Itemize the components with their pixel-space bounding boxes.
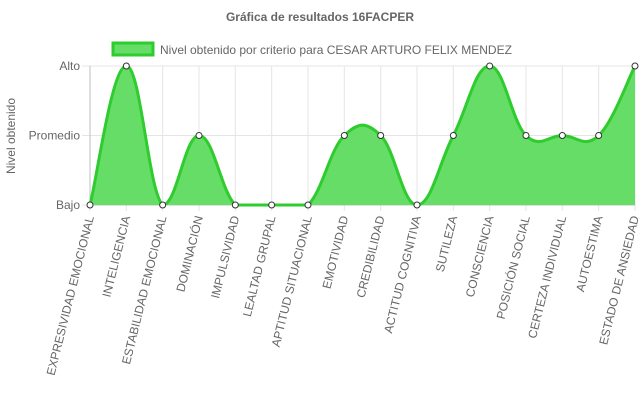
x-tick-label: EMOTIVIDAD: [320, 214, 352, 290]
x-tick-label: INTELIGENCIA: [99, 214, 133, 298]
y-tick-label: Promedio: [29, 129, 81, 143]
x-tick-label: ACTITUD COGNITIVA: [381, 214, 424, 334]
y-tick-label: Alto: [59, 59, 80, 73]
data-point[interactable]: [159, 201, 167, 209]
x-tick-label: CREDIBILIDAD: [354, 214, 388, 299]
x-tick-label: ESTADO DE ANSIEDAD: [596, 214, 639, 346]
y-axis-label: Nivel obtenido: [4, 98, 18, 174]
data-point[interactable]: [486, 62, 494, 70]
x-tick-label: CONSCIENCIA: [463, 214, 497, 298]
data-point[interactable]: [268, 201, 276, 209]
x-tick-label: AUTOESTIMA: [573, 214, 605, 293]
data-point[interactable]: [304, 201, 312, 209]
x-tick-labels: EXPRESIVIDAD EMOCIONAL INTELIGENCIAESTABI…: [44, 214, 639, 377]
data-point[interactable]: [595, 132, 603, 139]
data-point[interactable]: [449, 132, 457, 139]
data-point[interactable]: [377, 132, 385, 139]
chart-title: Gráfica de resultados 16FACPER: [226, 10, 414, 24]
data-point[interactable]: [558, 132, 566, 139]
x-tick-label: DOMINACIÓN: [172, 214, 205, 293]
x-tick-label: CERTEZA INDIVIDUAL: [525, 214, 569, 340]
y-tick-label: Bajo: [56, 198, 80, 212]
data-point[interactable]: [631, 62, 639, 70]
data-point[interactable]: [86, 201, 94, 209]
x-tick-label: IMPULSIVIDAD: [208, 214, 242, 300]
legend-label: Nivel obtenido por criterio para CESAR A…: [160, 43, 512, 57]
data-point[interactable]: [231, 201, 239, 209]
legend-swatch: [111, 41, 155, 57]
data-point[interactable]: [195, 132, 203, 139]
legend[interactable]: Nivel obtenido por criterio para CESAR A…: [111, 41, 512, 57]
x-tick-label: EXPRESIVIDAD EMOCIONAL: [44, 214, 97, 377]
x-tick-label: APTITUD SITUACIONAL: [269, 214, 315, 348]
x-tick-label: LEALTAD GRUPAL: [240, 214, 279, 318]
x-tick-label: SUTILEZA: [433, 214, 460, 273]
data-points: [86, 62, 639, 209]
y-tick-labels: Bajo Promedio Alto: [29, 59, 81, 212]
data-point[interactable]: [122, 62, 130, 70]
data-point[interactable]: [522, 132, 530, 139]
data-point[interactable]: [340, 132, 348, 139]
data-point[interactable]: [413, 201, 421, 209]
series-area-fill: [90, 66, 635, 205]
x-tick-label: POSICIÓN SOCIAL: [493, 214, 533, 321]
